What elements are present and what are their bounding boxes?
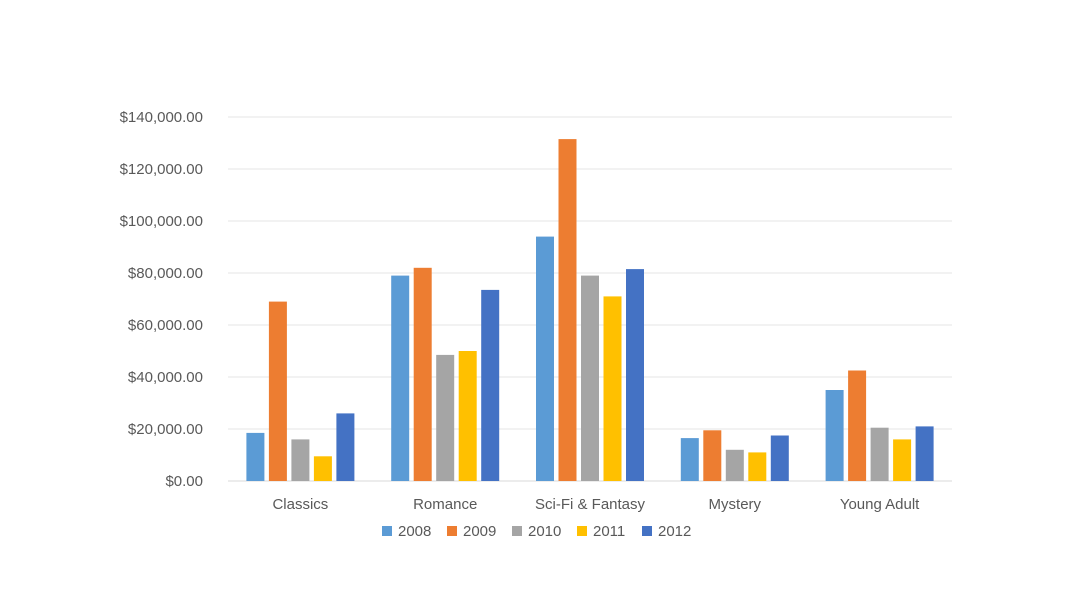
bar-2008-romance bbox=[391, 275, 410, 481]
bar-2011-mystery bbox=[748, 452, 767, 481]
y-tick-label: $60,000.00 bbox=[128, 317, 203, 334]
y-tick-label: $40,000.00 bbox=[128, 369, 203, 386]
y-tick-label: $0.00 bbox=[165, 473, 203, 490]
y-tick-label: $20,000.00 bbox=[128, 421, 203, 438]
category-label: Young Adult bbox=[840, 496, 920, 513]
x-axis-category-labels: Classics Romance Sci-Fi & Fantasy Mystery Yo… bbox=[272, 496, 920, 513]
bar-2010-romance bbox=[436, 354, 455, 481]
category-label: Classics bbox=[272, 496, 328, 513]
legend-item-2011: 2011 bbox=[577, 523, 625, 540]
bar-2009-classics bbox=[268, 301, 287, 481]
bar-2008-young-adult bbox=[825, 390, 844, 481]
legend-swatch bbox=[382, 526, 392, 536]
legend-swatch bbox=[447, 526, 457, 536]
legend-item-2008: 2008 bbox=[382, 523, 431, 540]
bars bbox=[246, 139, 934, 481]
bar-2009-romance bbox=[413, 267, 432, 481]
bar-2009-young-adult bbox=[848, 370, 867, 481]
category-label: Sci-Fi & Fantasy bbox=[535, 496, 646, 513]
bar-2010-mystery bbox=[725, 449, 744, 481]
bar-2012-classics bbox=[336, 413, 355, 481]
bar-2008-classics bbox=[246, 432, 265, 481]
legend-label: 2009 bbox=[463, 523, 496, 540]
legend-swatch bbox=[512, 526, 522, 536]
y-axis-tick-labels: $0.00 $20,000.00 $40,000.00 $60,000.00 $80,0… bbox=[120, 109, 203, 490]
legend-item-2009: 2009 bbox=[447, 523, 496, 540]
bar-2011-classics bbox=[313, 456, 332, 481]
y-tick-label: $80,000.00 bbox=[128, 265, 203, 282]
category-label: Mystery bbox=[709, 496, 762, 513]
y-tick-label: $120,000.00 bbox=[120, 161, 203, 178]
legend-swatch bbox=[577, 526, 587, 536]
bar-2011-young-adult bbox=[893, 439, 912, 481]
legend-label: 2008 bbox=[398, 523, 431, 540]
bar-2009-sci-fi-fantasy bbox=[558, 139, 577, 481]
legend-swatch bbox=[642, 526, 652, 536]
bar-2012-mystery bbox=[770, 435, 789, 481]
bar-2010-classics bbox=[291, 439, 310, 481]
bar-2012-sci-fi-fantasy bbox=[626, 269, 644, 481]
legend-item-2012: 2012 bbox=[642, 523, 691, 540]
bar-2010-sci-fi-fantasy bbox=[581, 275, 599, 481]
bar-2008-sci-fi-fantasy bbox=[536, 236, 554, 481]
bar-2009-mystery bbox=[703, 430, 722, 481]
bar-2012-young-adult bbox=[915, 426, 934, 481]
legend-label: 2012 bbox=[658, 523, 691, 540]
y-tick-label: $140,000.00 bbox=[120, 109, 203, 126]
legend-label: 2011 bbox=[593, 523, 625, 540]
bar-2010-young-adult bbox=[870, 427, 889, 481]
category-label: Romance bbox=[413, 496, 477, 513]
bar-2008-mystery bbox=[680, 438, 699, 481]
legend: 2008 2009 2010 2011 2012 bbox=[382, 523, 691, 540]
legend-item-2010: 2010 bbox=[512, 523, 561, 540]
y-tick-label: $100,000.00 bbox=[120, 213, 203, 230]
bar-2011-sci-fi-fantasy bbox=[603, 296, 622, 481]
bar-2012-romance bbox=[481, 289, 500, 481]
bar-2011-romance bbox=[458, 351, 477, 481]
legend-label: 2010 bbox=[528, 523, 561, 540]
